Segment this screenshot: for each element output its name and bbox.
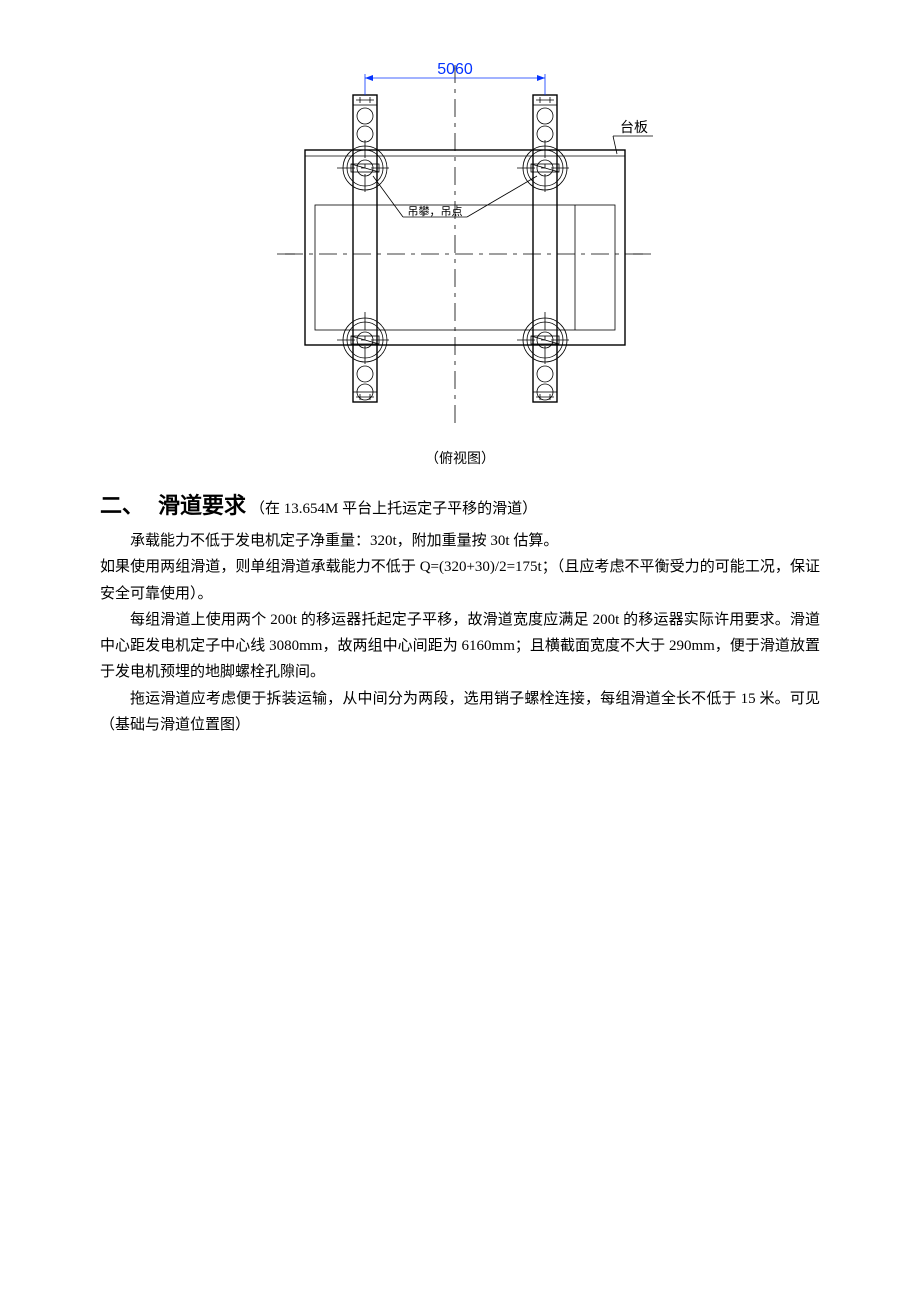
paragraph-2: 如果使用两组滑道，则单组滑道承载能力不低于 Q=(320+30)/2=175t；… [100, 554, 820, 607]
paragraph-3: 每组滑道上使用两个 200t 的移运器托起定子平移，故滑道宽度应满足 200t … [100, 607, 820, 686]
heading-note: （在 13.654M 平台上托运定子平移的滑道） [250, 497, 537, 518]
svg-text:台板: 台板 [620, 120, 648, 136]
section-heading: 二、 滑道要求 （在 13.654M 平台上托运定子平移的滑道） [100, 488, 820, 520]
heading-title: 滑道要求 [158, 488, 246, 520]
svg-text:5060: 5060 [437, 61, 473, 78]
diagram-caption: （俯视图） [100, 448, 820, 468]
top-view-diagram: 5060 台板吊攀，吊点 [265, 60, 655, 430]
heading-number: 二、 [100, 488, 144, 520]
paragraph-4: 拖运滑道应考虑便于拆装运输，从中间分为两段，选用销子螺栓连接，每组滑道全长不低于… [100, 686, 820, 739]
diagram-container: 5060 台板吊攀，吊点 [100, 60, 820, 430]
paragraph-1: 承载能力不低于发电机定子净重量：320t，附加重量按 30t 估算。 [100, 528, 820, 554]
svg-text:吊攀，吊点: 吊攀，吊点 [408, 205, 463, 218]
